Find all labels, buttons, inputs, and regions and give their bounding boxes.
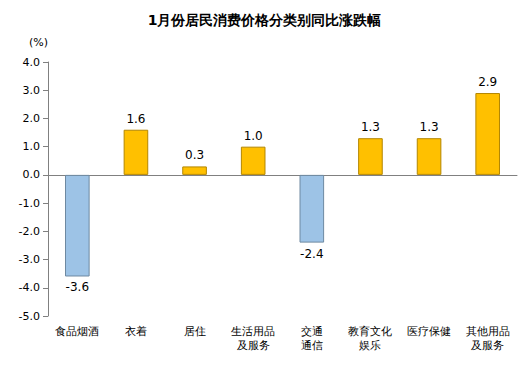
svg-text:-3.6: -3.6 — [66, 280, 89, 294]
svg-text:衣着: 衣着 — [125, 325, 147, 338]
svg-text:居住: 居住 — [184, 325, 206, 338]
svg-text:(%): (%) — [29, 36, 48, 49]
svg-text:医疗保健: 医疗保健 — [407, 325, 451, 338]
svg-text:2.0: 2.0 — [23, 112, 41, 125]
svg-text:其他用品: 其他用品 — [466, 325, 510, 338]
svg-text:1.0: 1.0 — [23, 140, 41, 153]
svg-text:2.9: 2.9 — [478, 75, 497, 89]
svg-text:4.0: 4.0 — [23, 56, 41, 69]
svg-text:1.3: 1.3 — [361, 120, 380, 134]
svg-text:-1.0: -1.0 — [19, 197, 40, 210]
svg-text:1.0: 1.0 — [244, 129, 263, 143]
svg-text:教育文化: 教育文化 — [348, 325, 392, 338]
svg-text:-4.0: -4.0 — [19, 281, 40, 294]
svg-text:及服务: 及服务 — [237, 339, 270, 352]
svg-text:-3.0: -3.0 — [19, 253, 40, 266]
svg-text:通信: 通信 — [301, 339, 323, 352]
svg-text:食品烟酒: 食品烟酒 — [55, 325, 99, 338]
svg-text:1月份居民消费价格分类别同比涨跌幅: 1月份居民消费价格分类别同比涨跌幅 — [148, 12, 382, 28]
svg-text:1.3: 1.3 — [420, 120, 439, 134]
svg-text:1.6: 1.6 — [126, 112, 145, 126]
svg-text:0.3: 0.3 — [185, 148, 204, 162]
svg-text:交通: 交通 — [301, 325, 323, 338]
svg-text:娱乐: 娱乐 — [359, 339, 381, 352]
svg-text:生活用品: 生活用品 — [231, 325, 275, 338]
svg-text:3.0: 3.0 — [23, 84, 41, 97]
svg-text:-5.0: -5.0 — [19, 310, 40, 323]
svg-text:0.0: 0.0 — [23, 168, 41, 181]
svg-text:及服务: 及服务 — [471, 339, 504, 352]
svg-text:-2.0: -2.0 — [19, 225, 40, 238]
svg-text:-2.4: -2.4 — [300, 247, 323, 261]
